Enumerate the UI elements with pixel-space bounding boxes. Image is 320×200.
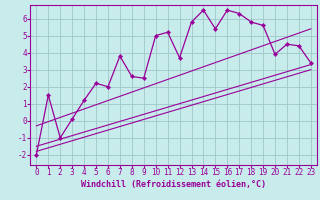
X-axis label: Windchill (Refroidissement éolien,°C): Windchill (Refroidissement éolien,°C) (81, 180, 266, 189)
